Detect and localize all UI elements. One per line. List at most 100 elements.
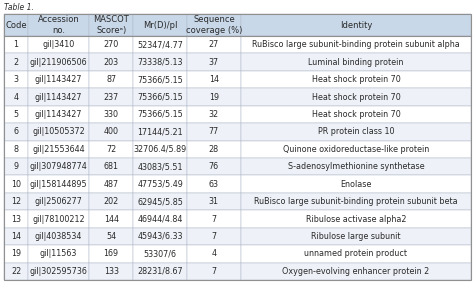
Text: 487: 487 bbox=[104, 180, 119, 189]
Text: Ribulose large subunit: Ribulose large subunit bbox=[311, 232, 401, 241]
Text: 10: 10 bbox=[11, 180, 21, 189]
Bar bbox=[241, 193, 471, 210]
Bar bbox=[241, 106, 471, 123]
Bar bbox=[89, 210, 133, 228]
Text: Luminal binding protein: Luminal binding protein bbox=[308, 58, 403, 67]
Bar bbox=[4, 123, 28, 141]
Bar bbox=[4, 176, 28, 193]
Bar bbox=[89, 123, 133, 141]
Bar bbox=[187, 123, 241, 141]
Text: gil|1143427: gil|1143427 bbox=[35, 75, 82, 84]
Text: 63: 63 bbox=[209, 180, 219, 189]
Text: PR protein class 10: PR protein class 10 bbox=[318, 127, 394, 136]
Text: 77: 77 bbox=[209, 127, 219, 136]
Text: 52347/4.77: 52347/4.77 bbox=[137, 40, 183, 49]
Bar bbox=[4, 158, 28, 176]
Bar bbox=[133, 141, 187, 158]
Bar bbox=[241, 141, 471, 158]
Text: Ribulose activase alpha2: Ribulose activase alpha2 bbox=[306, 214, 406, 224]
Text: 62945/5.85: 62945/5.85 bbox=[137, 197, 183, 206]
Bar bbox=[133, 88, 187, 106]
Text: 17144/5.21: 17144/5.21 bbox=[137, 127, 183, 136]
Text: 22: 22 bbox=[11, 267, 21, 276]
Bar bbox=[187, 71, 241, 88]
Text: 1: 1 bbox=[14, 40, 18, 49]
Bar bbox=[89, 228, 133, 245]
Text: 202: 202 bbox=[103, 197, 119, 206]
Bar bbox=[187, 176, 241, 193]
Text: 270: 270 bbox=[103, 40, 119, 49]
Bar bbox=[133, 176, 187, 193]
Bar bbox=[89, 245, 133, 263]
Bar bbox=[187, 53, 241, 71]
Bar bbox=[187, 106, 241, 123]
Bar bbox=[89, 263, 133, 280]
Text: 75366/5.15: 75366/5.15 bbox=[137, 110, 183, 119]
Bar bbox=[241, 123, 471, 141]
Text: 14: 14 bbox=[209, 75, 219, 84]
Text: 3: 3 bbox=[14, 75, 18, 84]
Text: 19: 19 bbox=[11, 249, 21, 258]
Text: 203: 203 bbox=[104, 58, 119, 67]
Bar bbox=[89, 193, 133, 210]
Text: 237: 237 bbox=[103, 93, 119, 101]
Text: gil|1143427: gil|1143427 bbox=[35, 110, 82, 119]
Text: 45943/6.33: 45943/6.33 bbox=[137, 232, 183, 241]
Text: gil|3410: gil|3410 bbox=[43, 40, 75, 49]
Text: 27: 27 bbox=[209, 40, 219, 49]
Bar bbox=[187, 193, 241, 210]
Text: 87: 87 bbox=[106, 75, 116, 84]
Text: 75366/5.15: 75366/5.15 bbox=[137, 93, 183, 101]
Text: 6: 6 bbox=[14, 127, 18, 136]
Text: Heat shock protein 70: Heat shock protein 70 bbox=[311, 110, 400, 119]
Bar bbox=[89, 106, 133, 123]
Bar bbox=[89, 88, 133, 106]
Bar bbox=[187, 210, 241, 228]
Bar bbox=[187, 228, 241, 245]
Text: gil|211906506: gil|211906506 bbox=[30, 58, 87, 67]
Text: 32706.4/5.89: 32706.4/5.89 bbox=[134, 145, 187, 154]
Bar bbox=[4, 263, 28, 280]
Text: 72: 72 bbox=[106, 145, 116, 154]
Text: S-adenosylmethionine synthetase: S-adenosylmethionine synthetase bbox=[288, 162, 424, 171]
Text: RuBisco large subunit-binding protein subunit beta: RuBisco large subunit-binding protein su… bbox=[254, 197, 458, 206]
Text: 14: 14 bbox=[11, 232, 21, 241]
Bar bbox=[241, 53, 471, 71]
Bar bbox=[133, 228, 187, 245]
Bar bbox=[133, 263, 187, 280]
Bar bbox=[28, 88, 89, 106]
Text: Accession
no.: Accession no. bbox=[38, 15, 80, 35]
Text: 43083/5.51: 43083/5.51 bbox=[137, 162, 183, 171]
Text: 19: 19 bbox=[209, 93, 219, 101]
Bar bbox=[4, 228, 28, 245]
Bar bbox=[133, 53, 187, 71]
Text: Oxygen-evolving enhancer protein 2: Oxygen-evolving enhancer protein 2 bbox=[282, 267, 429, 276]
Text: 47753/5.49: 47753/5.49 bbox=[137, 180, 183, 189]
Text: 13: 13 bbox=[11, 214, 21, 224]
Bar bbox=[4, 106, 28, 123]
Bar bbox=[28, 210, 89, 228]
Bar bbox=[241, 228, 471, 245]
Text: 12: 12 bbox=[11, 197, 21, 206]
Bar bbox=[89, 14, 133, 36]
Bar bbox=[241, 88, 471, 106]
Text: RuBisco large subunit-binding protein subunit alpha: RuBisco large subunit-binding protein su… bbox=[252, 40, 460, 49]
Bar bbox=[28, 123, 89, 141]
Text: gil|21553644: gil|21553644 bbox=[32, 145, 85, 154]
Bar bbox=[4, 193, 28, 210]
Text: 8: 8 bbox=[14, 145, 18, 154]
Bar bbox=[89, 176, 133, 193]
Bar bbox=[241, 263, 471, 280]
Bar bbox=[187, 36, 241, 53]
Bar bbox=[89, 141, 133, 158]
Text: 53307/6: 53307/6 bbox=[144, 249, 177, 258]
Text: gil|302595736: gil|302595736 bbox=[30, 267, 88, 276]
Bar bbox=[187, 14, 241, 36]
Text: gil|4038534: gil|4038534 bbox=[35, 232, 82, 241]
Text: 330: 330 bbox=[104, 110, 118, 119]
Text: Enolase: Enolase bbox=[340, 180, 372, 189]
Text: unnamed protein product: unnamed protein product bbox=[304, 249, 407, 258]
Bar bbox=[28, 245, 89, 263]
Text: 37: 37 bbox=[209, 58, 219, 67]
Bar bbox=[4, 88, 28, 106]
